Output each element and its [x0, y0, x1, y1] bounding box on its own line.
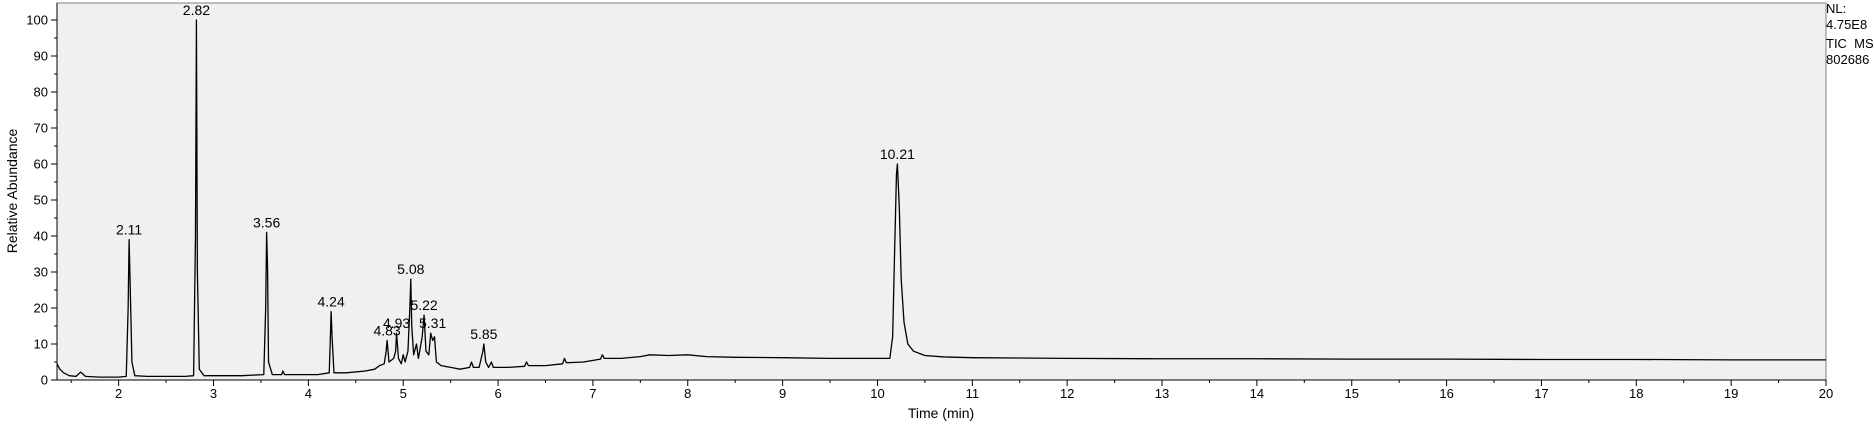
- x-tick-label: 10: [870, 386, 884, 401]
- peak-label: 3.56: [253, 214, 280, 230]
- y-tick-label: 60: [34, 157, 48, 172]
- y-tick-label: 100: [26, 13, 48, 28]
- y-tick-label: 30: [34, 265, 48, 280]
- x-tick-label: 6: [494, 386, 501, 401]
- y-tick-label: 0: [41, 373, 48, 388]
- peak-labels: 2.11 2.82 3.56 4.24 4.834.93 5.08 5.22 5.31 5.85…: [116, 2, 915, 342]
- x-tick-label: 12: [1060, 386, 1074, 401]
- y-tick-label: 20: [34, 301, 48, 316]
- x-tick-label: 4: [305, 386, 312, 401]
- x-tick-label: 20: [1819, 386, 1833, 401]
- side-info: NL: 4.75E8 TIC MS 802686: [1826, 1, 1874, 67]
- x-tick-label: 8: [684, 386, 691, 401]
- x-tick-label: 15: [1345, 386, 1359, 401]
- peak-label: 4.83: [373, 322, 400, 338]
- x-tick-label: 2: [115, 386, 122, 401]
- plot-area-background: [56, 2, 1827, 381]
- x-tick-label: 17: [1534, 386, 1548, 401]
- y-tick-label: 10: [34, 337, 48, 352]
- peak-label: 2.11: [116, 222, 142, 238]
- y-tick-label: 40: [34, 229, 48, 244]
- peak-label: 5.22: [410, 297, 437, 313]
- side-info-line-3: TIC MS: [1826, 36, 1874, 51]
- side-info-line-4: 802686: [1826, 52, 1869, 67]
- x-tick-label: 13: [1155, 386, 1169, 401]
- series-group: [56, 19, 1826, 378]
- peak-label: 5.08: [397, 261, 424, 277]
- peak-label: 4.93: [383, 315, 410, 331]
- x-tick-label: 5: [400, 386, 407, 401]
- y-tick-label: 50: [34, 193, 48, 208]
- y-axis-title: Relative Abundance: [4, 129, 20, 254]
- y-tick-label: 70: [34, 121, 48, 136]
- tic-trace-line: [56, 19, 1826, 378]
- y-tick-label: 80: [34, 85, 48, 100]
- x-axis-title: Time (min): [908, 405, 974, 421]
- peak-label: 10.21: [880, 146, 915, 162]
- x-tick-label: 3: [210, 386, 217, 401]
- peak-label: 2.82: [183, 2, 210, 18]
- side-info-line-2: 4.75E8: [1826, 17, 1867, 32]
- x-tick-label: 7: [589, 386, 596, 401]
- x-tick-label: 18: [1629, 386, 1643, 401]
- peak-label: 5.31: [419, 315, 446, 331]
- y-tick-label: 90: [34, 49, 48, 64]
- x-tick-label: 14: [1250, 386, 1264, 401]
- x-tick-label: 11: [966, 386, 980, 401]
- side-info-line-1: NL:: [1826, 1, 1846, 16]
- x-tick-label: 16: [1439, 386, 1453, 401]
- x-tick-label: 19: [1724, 386, 1738, 401]
- x-tick-label: 9: [779, 386, 786, 401]
- axes: 2 3 4 5 6 7 8 9 10 11 12 13 14 15 16 17 18 19 20 0 10 20 30 40 5…: [26, 3, 1833, 401]
- peak-label: 5.85: [470, 326, 497, 342]
- peak-label: 4.24: [317, 294, 344, 310]
